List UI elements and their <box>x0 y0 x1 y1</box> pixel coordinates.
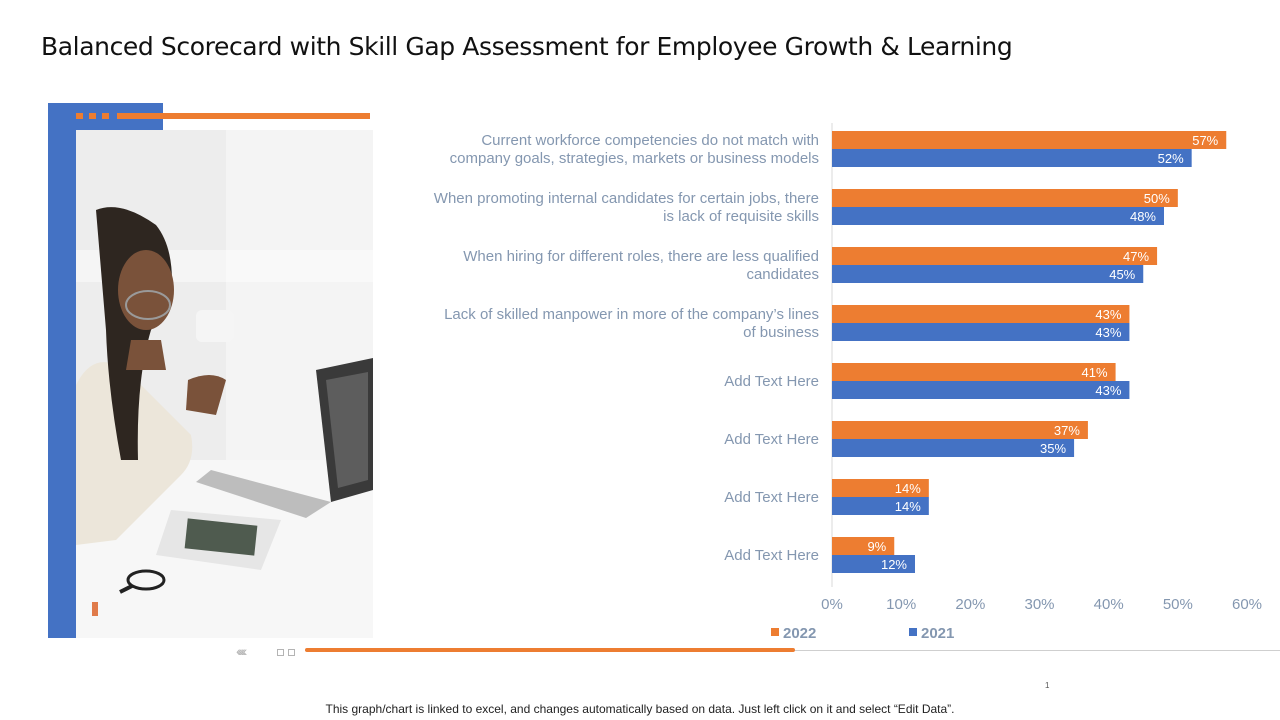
x-tick-label-0: 0% <box>821 596 843 613</box>
data-label-2021-5: 35% <box>1040 441 1066 456</box>
category-label-line: of business <box>743 324 819 341</box>
category-label-line: candidates <box>746 266 819 283</box>
decorative-dot <box>89 113 96 119</box>
bar-2022-3 <box>832 305 1130 323</box>
category-label-6: Add Text Here <box>724 489 819 506</box>
data-label-2022-5: 37% <box>1054 423 1080 438</box>
category-label-line: Lack of skilled manpower in more of the … <box>444 306 819 323</box>
legend-swatch-2022 <box>771 628 779 636</box>
category-label-7: Add Text Here <box>724 547 819 564</box>
bar-2021-1 <box>832 207 1164 225</box>
category-label-line: Add Text Here <box>724 431 819 448</box>
data-label-2021-3: 43% <box>1095 325 1121 340</box>
category-label-1: When promoting internal candidates for c… <box>434 190 819 225</box>
square-icon <box>288 649 295 656</box>
category-label-4: Add Text Here <box>724 373 819 390</box>
bar-2021-4 <box>832 381 1130 399</box>
x-tick-label-50: 50% <box>1163 596 1193 613</box>
category-label-5: Add Text Here <box>724 431 819 448</box>
bar-2021-3 <box>832 323 1130 341</box>
chevrons-icon: ‹‹‹‹‹ <box>236 643 247 659</box>
category-label-line: is lack of requisite skills <box>663 208 819 225</box>
page-number: 1 <box>1045 681 1050 690</box>
square-icon <box>277 649 284 656</box>
category-label-line: Current workforce competencies do not ma… <box>481 132 819 149</box>
decorative-dot <box>102 113 109 119</box>
decorative-dot <box>76 113 83 119</box>
bar-2021-0 <box>832 149 1192 167</box>
data-label-2022-2: 47% <box>1123 249 1149 264</box>
data-label-2022-1: 50% <box>1144 191 1170 206</box>
bar-2022-2 <box>832 247 1158 265</box>
page-title: Balanced Scorecard with Skill Gap Assess… <box>41 32 1013 61</box>
category-label-2: When hiring for different roles, there a… <box>463 248 819 283</box>
decorative-dots <box>76 113 109 119</box>
data-label-2021-7: 12% <box>881 557 907 572</box>
category-label-line: When hiring for different roles, there a… <box>463 248 819 265</box>
data-label-2021-4: 43% <box>1095 383 1121 398</box>
bar-2022-4 <box>832 363 1116 381</box>
data-label-2022-3: 43% <box>1095 307 1121 322</box>
legend-label-2022: 2022 <box>783 625 816 642</box>
data-label-2022-4: 41% <box>1082 365 1108 380</box>
bar-2022-7 <box>832 537 895 555</box>
progress-accent-line <box>305 648 795 652</box>
data-label-2021-0: 52% <box>1158 151 1184 166</box>
data-label-2022-6: 14% <box>895 481 921 496</box>
bar-2022-1 <box>832 189 1178 207</box>
x-tick-label-10: 10% <box>886 596 916 613</box>
bar-2021-6 <box>832 497 929 515</box>
bar-2022-6 <box>832 479 929 497</box>
bar-2021-7 <box>832 555 915 573</box>
data-label-2021-1: 48% <box>1130 209 1156 224</box>
x-tick-label-40: 40% <box>1094 596 1124 613</box>
data-label-2022-0: 57% <box>1192 133 1218 148</box>
legend-label-2021: 2021 <box>921 625 954 642</box>
woman-working-laptop-photo <box>76 130 373 638</box>
bar-2021-2 <box>832 265 1144 283</box>
category-label-line: Add Text Here <box>724 547 819 564</box>
x-tick-label-20: 20% <box>955 596 985 613</box>
category-label-line: company goals, strategies, markets or bu… <box>450 150 819 167</box>
category-label-line: Add Text Here <box>724 489 819 506</box>
footnote: This graph/chart is linked to excel, and… <box>325 702 955 716</box>
bar-2022-0 <box>832 131 1227 149</box>
bar-2021-5 <box>832 439 1075 457</box>
bar-2022-5 <box>832 421 1088 439</box>
data-label-2021-2: 45% <box>1109 267 1135 282</box>
x-tick-label-30: 30% <box>1024 596 1054 613</box>
category-label-line: Add Text Here <box>724 373 819 390</box>
decorative-top-line <box>117 113 370 119</box>
data-label-2022-7: 9% <box>867 539 886 554</box>
data-label-2021-6: 14% <box>895 499 921 514</box>
x-tick-label-60: 60% <box>1232 596 1262 613</box>
category-label-line: When promoting internal candidates for c… <box>434 190 819 207</box>
legend-swatch-2021 <box>909 628 917 636</box>
category-label-0: Current workforce competencies do not ma… <box>450 132 819 167</box>
category-label-3: Lack of skilled manpower in more of the … <box>444 306 819 341</box>
